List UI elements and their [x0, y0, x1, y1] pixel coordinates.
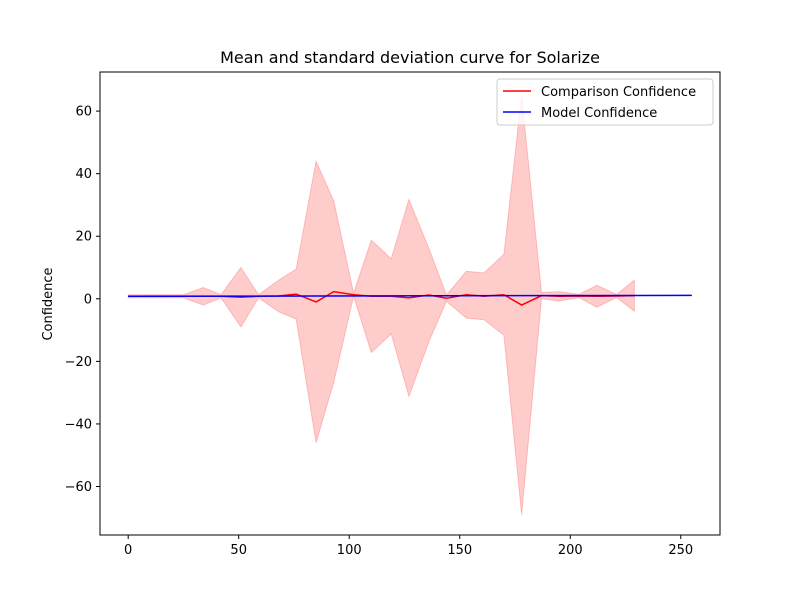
y-tick-label: 40	[75, 167, 92, 182]
model-confidence-line	[128, 294, 692, 298]
x-tick-label: 150	[447, 543, 472, 558]
y-tick-label: −40	[65, 417, 92, 432]
y-tick-label: 20	[75, 230, 92, 245]
x-tick-label: 0	[124, 543, 132, 558]
x-tick-label: 100	[337, 543, 362, 558]
comparison-std-band	[127, 95, 635, 515]
x-tick-label: 200	[558, 543, 583, 558]
plot-area	[127, 95, 692, 515]
legend-box	[496, 78, 714, 126]
plot-frame	[99, 71, 721, 536]
x-tick-label: 50	[230, 543, 247, 558]
legend-label: Comparison Confidence	[541, 85, 696, 100]
y-tick-label: −20	[65, 355, 92, 370]
y-tick-label: 60	[75, 105, 92, 120]
x-tick-label: 250	[668, 543, 693, 558]
y-tick-label: −60	[65, 480, 92, 495]
legend: Comparison Confidence Model Confidence	[496, 78, 714, 126]
legend-label: Model Confidence	[541, 106, 657, 121]
y-axis-label: Confidence	[41, 267, 56, 340]
axes: 0 50 100 150 200 250 −60 −40 −20 0 20 40 60	[65, 71, 721, 558]
chart-title: Mean and standard deviation curve for So…	[220, 48, 600, 67]
y-tick-label: 0	[84, 292, 92, 307]
